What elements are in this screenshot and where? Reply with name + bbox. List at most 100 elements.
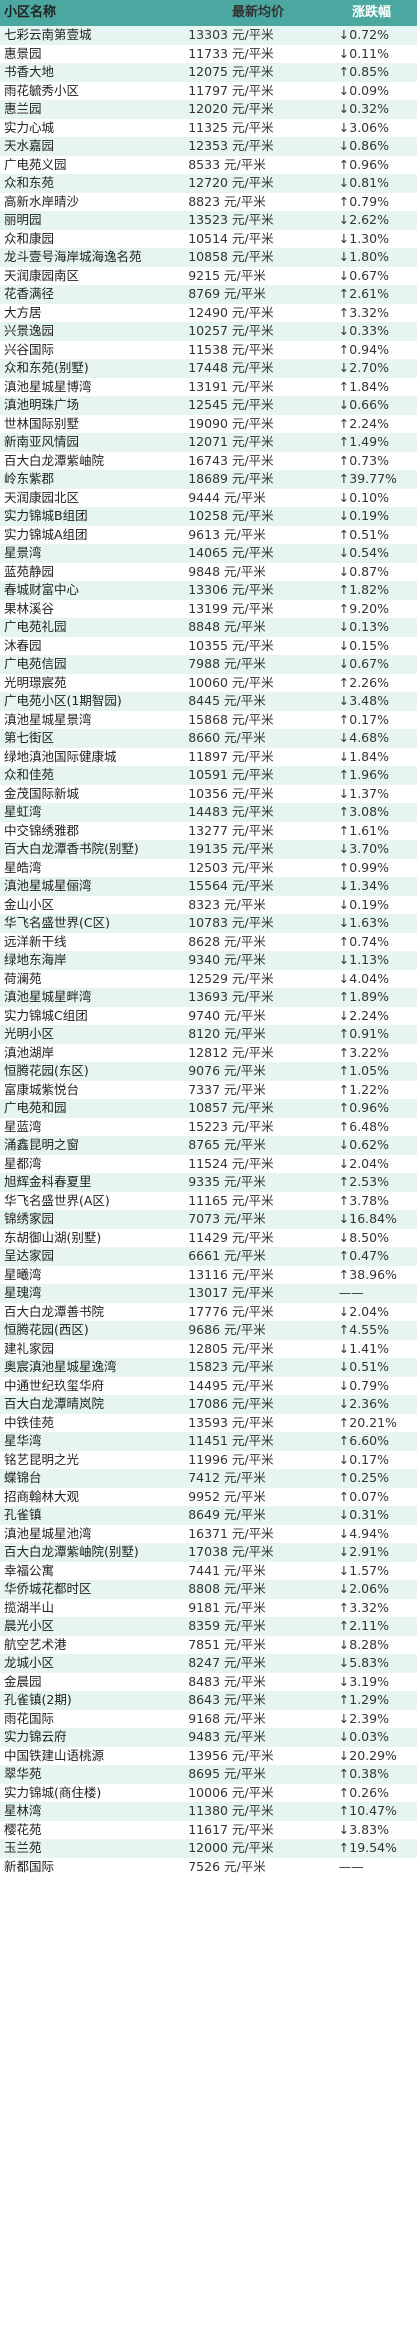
cell-change: ↓0.10% (338, 489, 389, 505)
cell-name: 金山小区 (4, 896, 55, 912)
cell-change: ↑19.54% (338, 1840, 397, 1855)
cell-name: 百大白龙潭紫岫院 (4, 452, 105, 468)
cell-change: ↑2.26% (338, 674, 389, 690)
cell-change: ↓0.67% (338, 656, 389, 671)
table-row: 富康城紫悦台 7337 元/平米 ↑1.22% (0, 1080, 417, 1099)
cell-name: 实力锦城(商住楼) (4, 1784, 102, 1800)
cell-change: ↓2.62% (338, 212, 389, 227)
cell-change: ↓0.72% (338, 27, 389, 42)
table-row: 广电苑信园 7988 元/平米 ↓0.67% (0, 655, 417, 674)
cell-price: 9168 元/平米 (188, 1710, 266, 1726)
cell-price: 13277 元/平米 (188, 822, 274, 838)
cell-change: ↑0.73% (338, 452, 389, 468)
table-row: 天水嘉园 12353 元/平米 ↓0.86% (0, 137, 417, 156)
cell-name: 富康城紫悦台 (4, 1081, 80, 1097)
cell-change: ↓0.33% (338, 323, 389, 338)
cell-price: 12071 元/平米 (188, 434, 274, 449)
cell-change: ↓1.13% (338, 952, 389, 967)
cell-change: ↑10.47% (338, 1803, 397, 1818)
table-row: 广电苑礼园 8848 元/平米 ↓0.13% (0, 618, 417, 637)
cell-name: 百大白龙潭善书院 (4, 1303, 105, 1319)
cell-change: ↑9.20% (338, 600, 389, 616)
table-row: 广电苑义园 8533 元/平米 ↑0.96% (0, 155, 417, 174)
cell-change: ↓1.80% (338, 249, 389, 264)
cell-price: 11524 元/平米 (188, 1155, 274, 1171)
table-row: 翠华苑 8695 元/平米 ↑0.38% (0, 1765, 417, 1784)
cell-name: 呈达家园 (4, 1248, 55, 1263)
cell-name: 滇池星城星博湾 (4, 378, 92, 394)
cell-change: ↓1.37% (338, 785, 389, 801)
cell-price: 7988 元/平米 (188, 656, 266, 671)
cell-change: ↓0.79% (338, 1377, 389, 1393)
table-row: 锦绣家园 7073 元/平米 ↓16.84% (0, 1210, 417, 1229)
table-row: 星华湾 11451 元/平米 ↑6.60% (0, 1432, 417, 1451)
cell-name: 广电苑礼园 (4, 619, 67, 634)
table-row: 百大白龙潭晴岚院 17086 元/平米 ↓2.36% (0, 1395, 417, 1414)
cell-change: ↓4.04% (338, 970, 389, 986)
cell-price: 15868 元/平米 (188, 711, 274, 727)
cell-name: 实力心城 (4, 119, 55, 135)
cell-price: 11325 元/平米 (188, 119, 274, 135)
table-row: 华飞名盛世界(A区) 11165 元/平米 ↑3.78% (0, 1191, 417, 1210)
cell-change: ↓0.09% (338, 82, 389, 98)
cell-price: 9335 元/平米 (188, 1174, 266, 1189)
cell-change: ↓20.29% (338, 1747, 397, 1763)
cell-change: ↓0.32% (338, 101, 389, 116)
cell-change: ↑1.89% (338, 989, 389, 1004)
cell-change: ↑1.61% (338, 822, 389, 838)
cell-name: 奥宸滇池星城星逸湾 (4, 1359, 117, 1374)
cell-name: 孔雀镇(2期) (4, 1692, 72, 1707)
cell-price: 7337 元/平米 (188, 1081, 266, 1097)
cell-name: 广电苑信园 (4, 656, 67, 671)
table-row: 涌鑫昆明之窗 8765 元/平米 ↓0.62% (0, 1136, 417, 1155)
cell-change: ↓0.11% (338, 45, 389, 61)
cell-name: 涌鑫昆明之窗 (4, 1137, 80, 1152)
cell-price: 15564 元/平米 (188, 878, 274, 893)
cell-price: 10006 元/平米 (188, 1784, 274, 1800)
cell-name: 高新水岸晴沙 (4, 193, 80, 209)
cell-change: ↑2.53% (338, 1174, 389, 1189)
cell-change: ↑0.96% (338, 1100, 389, 1115)
table-row: 金山小区 8323 元/平米 ↓0.19% (0, 895, 417, 914)
cell-change: ↑0.74% (338, 933, 389, 949)
cell-change: ↓0.51% (338, 1359, 389, 1374)
cell-name: 绿地东海岸 (4, 952, 67, 967)
cell-price: 10591 元/平米 (188, 767, 274, 782)
cell-change: ↓2.24% (338, 1007, 389, 1023)
cell-price: 19090 元/平米 (188, 415, 274, 431)
cell-change: ↑0.94% (338, 341, 389, 357)
cell-name: 恒腾花园(西区) (4, 1322, 89, 1337)
cell-price: 12529 元/平米 (188, 970, 274, 986)
cell-name: 世林国际别墅 (4, 415, 80, 431)
table-row: 滇池星城星景湾 15868 元/平米 ↑0.17% (0, 710, 417, 729)
cell-change: ↓0.86% (338, 138, 389, 153)
cell-price: 9613 元/平米 (188, 526, 266, 542)
cell-change: ↑6.60% (338, 1433, 389, 1448)
cell-price: 12503 元/平米 (188, 859, 274, 875)
cell-name: 广电苑小区(1期智园) (4, 693, 122, 708)
cell-price: 8769 元/平米 (188, 286, 266, 301)
cell-change: ↓1.41% (338, 1340, 389, 1356)
table-row: 七彩云南第壹城 13303 元/平米 ↓0.72% (0, 26, 417, 45)
table-row: 恒腾花园(西区) 9686 元/平米 ↑4.55% (0, 1321, 417, 1340)
cell-change: ↓0.13% (338, 619, 389, 634)
table-row: 滇池星城星池湾 16371 元/平米 ↓4.94% (0, 1524, 417, 1543)
table-row: 雨花国际 9168 元/平米 ↓2.39% (0, 1709, 417, 1728)
cell-price: 9952 元/平米 (188, 1488, 266, 1504)
cell-name: 东胡御山湖(别墅) (4, 1229, 102, 1245)
cell-price: 8823 元/平米 (188, 193, 266, 209)
cell-change: ↓2.39% (338, 1710, 389, 1726)
cell-name: 恒腾花园(东区) (4, 1063, 89, 1078)
cell-change: ↑1.49% (338, 434, 389, 449)
cell-change: ↑4.55% (338, 1322, 389, 1337)
cell-name: 众和东苑(别墅) (4, 360, 89, 375)
table-row: 揽湖半山 9181 元/平米 ↑3.32% (0, 1598, 417, 1617)
table-row: 大方居 12490 元/平米 ↑3.32% (0, 303, 417, 322)
cell-change: ↑0.85% (338, 64, 389, 79)
table-row: 广电苑和园 10857 元/平米 ↑0.96% (0, 1099, 417, 1118)
table-row: 中铁佳苑 13593 元/平米 ↑20.21% (0, 1413, 417, 1432)
table-row: 恒腾花园(东区) 9076 元/平米 ↑1.05% (0, 1062, 417, 1081)
table-row: 蝶锦台 7412 元/平米 ↑0.25% (0, 1469, 417, 1488)
cell-change: ↓0.67% (338, 267, 389, 283)
cell-name: 果林溪谷 (4, 600, 55, 616)
